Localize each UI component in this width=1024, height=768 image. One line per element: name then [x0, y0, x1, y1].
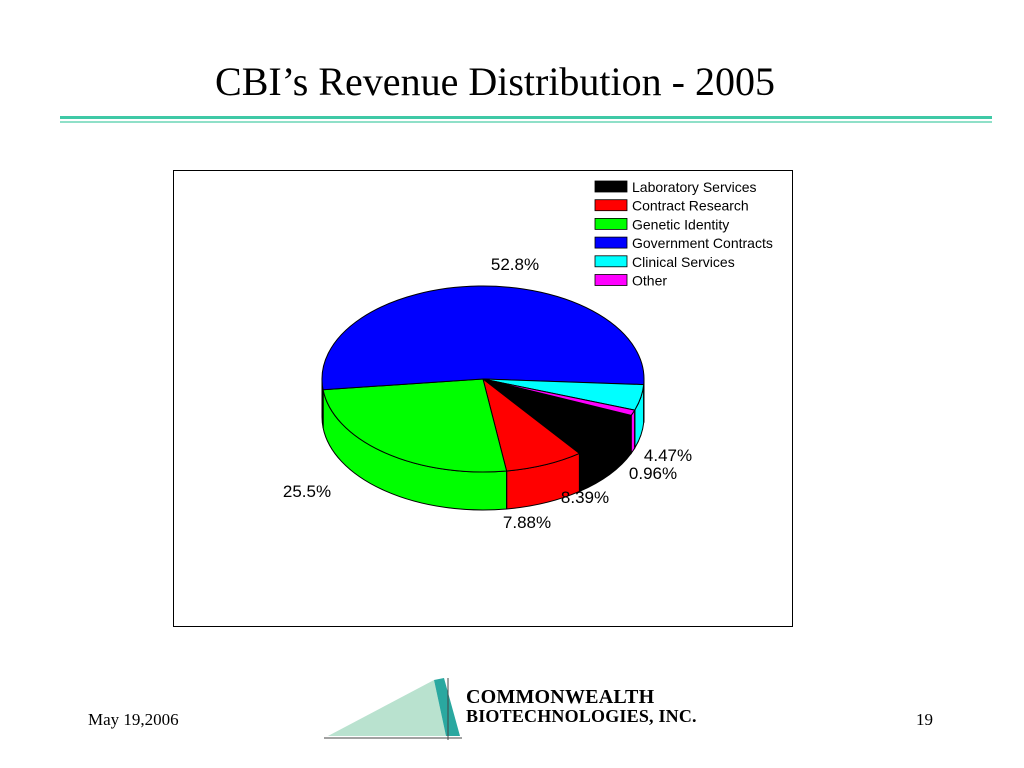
pie-side-other: [630, 408, 636, 455]
logo-triangle-icon: [324, 678, 462, 740]
legend-label-other: Other: [632, 273, 667, 289]
pie-slice-genetic-identity: [322, 378, 508, 473]
data-label-laboratory-services: 8.39%: [561, 488, 609, 507]
data-label-other: 0.96%: [629, 464, 677, 483]
legend-swatch-clinical-services: [594, 255, 628, 268]
data-label-contract-research: 7.88%: [503, 513, 551, 532]
data-label-genetic-identity: 25.5%: [283, 482, 331, 501]
slide-title: CBI’s Revenue Distribution - 2005: [215, 59, 775, 104]
legend-label-contract-research: Contract Research: [632, 198, 749, 214]
logo-company-line1: COMMONWEALTH: [466, 686, 655, 708]
title-divider: [60, 116, 992, 119]
legend-label-laboratory-services: Laboratory Services: [632, 179, 757, 195]
legend-swatch-genetic-identity: [594, 218, 628, 230]
legend-swatch-laboratory-services: [594, 180, 628, 193]
pie-slice-government-contracts: [321, 285, 645, 391]
chart-frame: 8.39% 7.88% 25.5% 52.8% 4.47% 0.96% Laboratory…: [173, 170, 793, 627]
company-logo: COMMONWEALTH BIOTECHNOLOGIES, INC.: [322, 672, 714, 742]
legend-swatch-government-contracts: [594, 236, 628, 249]
data-label-government-contracts: 52.8%: [491, 255, 539, 274]
pie-chart: 8.39% 7.88% 25.5% 52.8% 4.47%0.96% Laboratory…: [283, 179, 773, 532]
page-number: 19: [916, 710, 933, 729]
legend-label-government-contracts: Government Contracts: [632, 235, 773, 251]
pie-slice-other: [482, 378, 636, 416]
footer-date: May 19,2006: [88, 710, 179, 729]
logo-company-line2: BIOTECHNOLOGIES, INC.: [466, 706, 697, 726]
legend-label-genetic-identity: Genetic Identity: [632, 216, 729, 232]
pie-slice-laboratory-services: [482, 378, 633, 455]
legend-swatch-other: [594, 274, 628, 286]
legend-label-clinical-services: Clinical Services: [632, 254, 735, 270]
title-divider-light: [60, 121, 992, 123]
legend-swatch-contract-research: [594, 199, 628, 212]
data-label-clinical-services: 4.47%: [644, 446, 692, 465]
